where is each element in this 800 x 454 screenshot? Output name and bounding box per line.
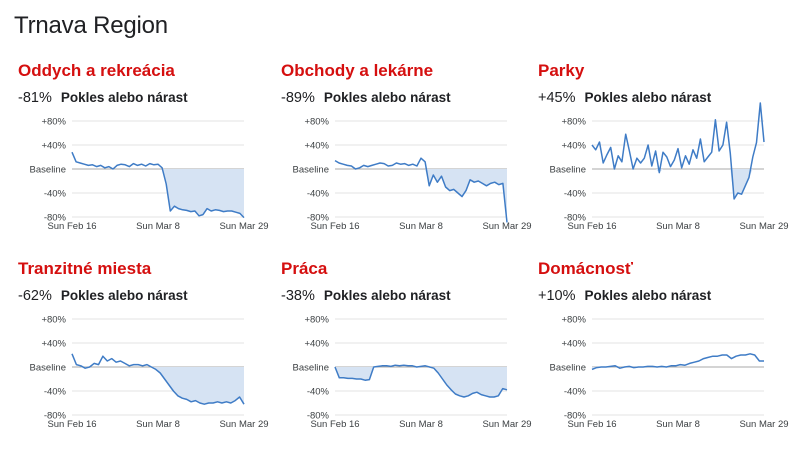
series-line	[71, 151, 245, 219]
change-label: Pokles alebo nárast	[323, 288, 451, 303]
y-tick-label: +80%	[41, 315, 66, 326]
y-tick-label: +80%	[561, 315, 586, 326]
change-value: -38%	[281, 288, 315, 304]
y-tick-label: -80%	[564, 411, 587, 422]
chart-praca: +80% +40% Baseline -40% -80%Sun Feb 16 Sun Ma…	[293, 315, 532, 431]
change-value: +45%	[538, 90, 576, 106]
change-summary: -38% Pokles alebo nárast	[281, 288, 451, 304]
y-tick-label: -40%	[307, 387, 330, 398]
series-line	[334, 157, 508, 223]
below-baseline-area	[592, 169, 764, 199]
y-tick-label: +40%	[304, 141, 329, 152]
chart-oddych: +80% +40% Baseline -40% -80%Sun Feb 16 Sun Ma…	[30, 117, 269, 233]
y-tick-label: Baseline	[30, 165, 66, 176]
y-tick-label: +80%	[304, 117, 329, 128]
y-tick-label: Baseline	[550, 165, 586, 176]
x-tick-label: Sun Mar 8	[656, 221, 700, 232]
below-baseline-area	[335, 169, 507, 223]
y-tick-label: Baseline	[550, 363, 586, 374]
series-line	[591, 102, 765, 200]
y-tick-label: +40%	[561, 141, 586, 152]
panel-parky: Parky +45% Pokles alebo nárast +80% +40% Ba…	[534, 61, 796, 256]
panel-title: Domácnosť	[538, 259, 634, 278]
change-label: Pokles alebo nárast	[60, 288, 188, 303]
change-value: +10%	[538, 288, 576, 304]
change-summary: -89% Pokles alebo nárast	[281, 90, 451, 106]
y-tick-label: +80%	[304, 315, 329, 326]
y-tick-label: -40%	[44, 189, 67, 200]
panel-domacnost: Domácnosť +10% Pokles alebo nárast +80% +4…	[534, 259, 796, 454]
y-tick-label: Baseline	[293, 165, 329, 176]
x-tick-label: Sun Mar 8	[136, 221, 180, 232]
change-value: -89%	[281, 90, 315, 106]
y-tick-label: -40%	[44, 387, 67, 398]
panel-title: Oddych a rekreácia	[18, 61, 175, 80]
x-tick-label: Sun Mar 29	[739, 419, 788, 430]
y-tick-label: +40%	[41, 339, 66, 350]
panel-tranzit: Tranzitné miesta -62% Pokles alebo nárast…	[14, 259, 276, 454]
y-tick-label: -40%	[564, 189, 587, 200]
x-tick-label: Sun Mar 29	[482, 221, 531, 232]
y-tick-label: +40%	[41, 141, 66, 152]
below-baseline-area	[72, 367, 244, 405]
x-tick-label: Sun Mar 29	[219, 419, 268, 430]
x-tick-label: Sun Feb 16	[47, 221, 96, 232]
panel-title: Práca	[281, 259, 328, 278]
x-tick-label: Sun Mar 29	[482, 419, 531, 430]
chart-obchody: +80% +40% Baseline -40% -80%Sun Feb 16 Sun Ma…	[293, 117, 532, 233]
y-tick-label: Baseline	[293, 363, 329, 374]
panel-obchody: Obchody a lekárne -89% Pokles alebo náras…	[277, 61, 539, 256]
x-tick-label: Sun Feb 16	[310, 221, 359, 232]
y-tick-label: +80%	[41, 117, 66, 128]
y-tick-label: -40%	[307, 189, 330, 200]
y-tick-label: Baseline	[30, 363, 66, 374]
y-tick-label: -80%	[44, 411, 67, 422]
panel-title: Tranzitné miesta	[18, 259, 152, 278]
chart-tranzit: +80% +40% Baseline -40% -80%Sun Feb 16 Sun Ma…	[30, 315, 269, 431]
y-tick-label: -40%	[564, 387, 587, 398]
change-label: Pokles alebo nárast	[584, 288, 712, 303]
y-tick-label: -80%	[44, 213, 67, 224]
change-summary: +10% Pokles alebo nárast	[538, 288, 711, 304]
panel-title: Obchody a lekárne	[281, 61, 434, 80]
panel-title: Parky	[538, 61, 585, 80]
change-label: Pokles alebo nárast	[60, 90, 188, 105]
x-tick-label: Sun Mar 8	[656, 419, 700, 430]
change-label: Pokles alebo nárast	[323, 90, 451, 105]
panel-praca: Práca -38% Pokles alebo nárast +80% +40% Ba…	[277, 259, 539, 454]
change-summary: -81% Pokles alebo nárast	[18, 90, 188, 106]
x-tick-label: Sun Feb 16	[567, 221, 616, 232]
chart-domacnost: +80% +40% Baseline -40% -80%Sun Feb 16 Sun Ma…	[550, 315, 789, 431]
y-tick-label: -80%	[307, 213, 330, 224]
y-tick-label: +40%	[561, 339, 586, 350]
x-tick-label: Sun Feb 16	[310, 419, 359, 430]
change-value: -62%	[18, 288, 52, 304]
x-tick-label: Sun Mar 8	[136, 419, 180, 430]
x-tick-label: Sun Mar 8	[399, 221, 443, 232]
below-baseline-area	[335, 367, 507, 397]
y-tick-label: -80%	[564, 213, 587, 224]
below-baseline-area	[72, 169, 244, 218]
y-tick-label: -80%	[307, 411, 330, 422]
page-title: Trnava Region	[14, 12, 168, 39]
series-line	[71, 353, 245, 405]
x-tick-label: Sun Feb 16	[567, 419, 616, 430]
panel-oddych: Oddych a rekreácia -81% Pokles alebo nára…	[14, 61, 276, 256]
change-summary: +45% Pokles alebo nárast	[538, 90, 711, 106]
x-tick-label: Sun Mar 29	[219, 221, 268, 232]
y-tick-label: +40%	[304, 339, 329, 350]
x-tick-label: Sun Mar 8	[399, 419, 443, 430]
y-tick-label: +80%	[561, 117, 586, 128]
series-line	[334, 364, 508, 398]
change-summary: -62% Pokles alebo nárast	[18, 288, 188, 304]
series-line	[591, 353, 764, 371]
x-tick-label: Sun Feb 16	[47, 419, 96, 430]
x-tick-label: Sun Mar 29	[739, 221, 788, 232]
change-value: -81%	[18, 90, 52, 106]
change-label: Pokles alebo nárast	[584, 90, 712, 105]
chart-parky: +80% +40% Baseline -40% -80%Sun Feb 16 Sun Ma…	[550, 102, 789, 232]
